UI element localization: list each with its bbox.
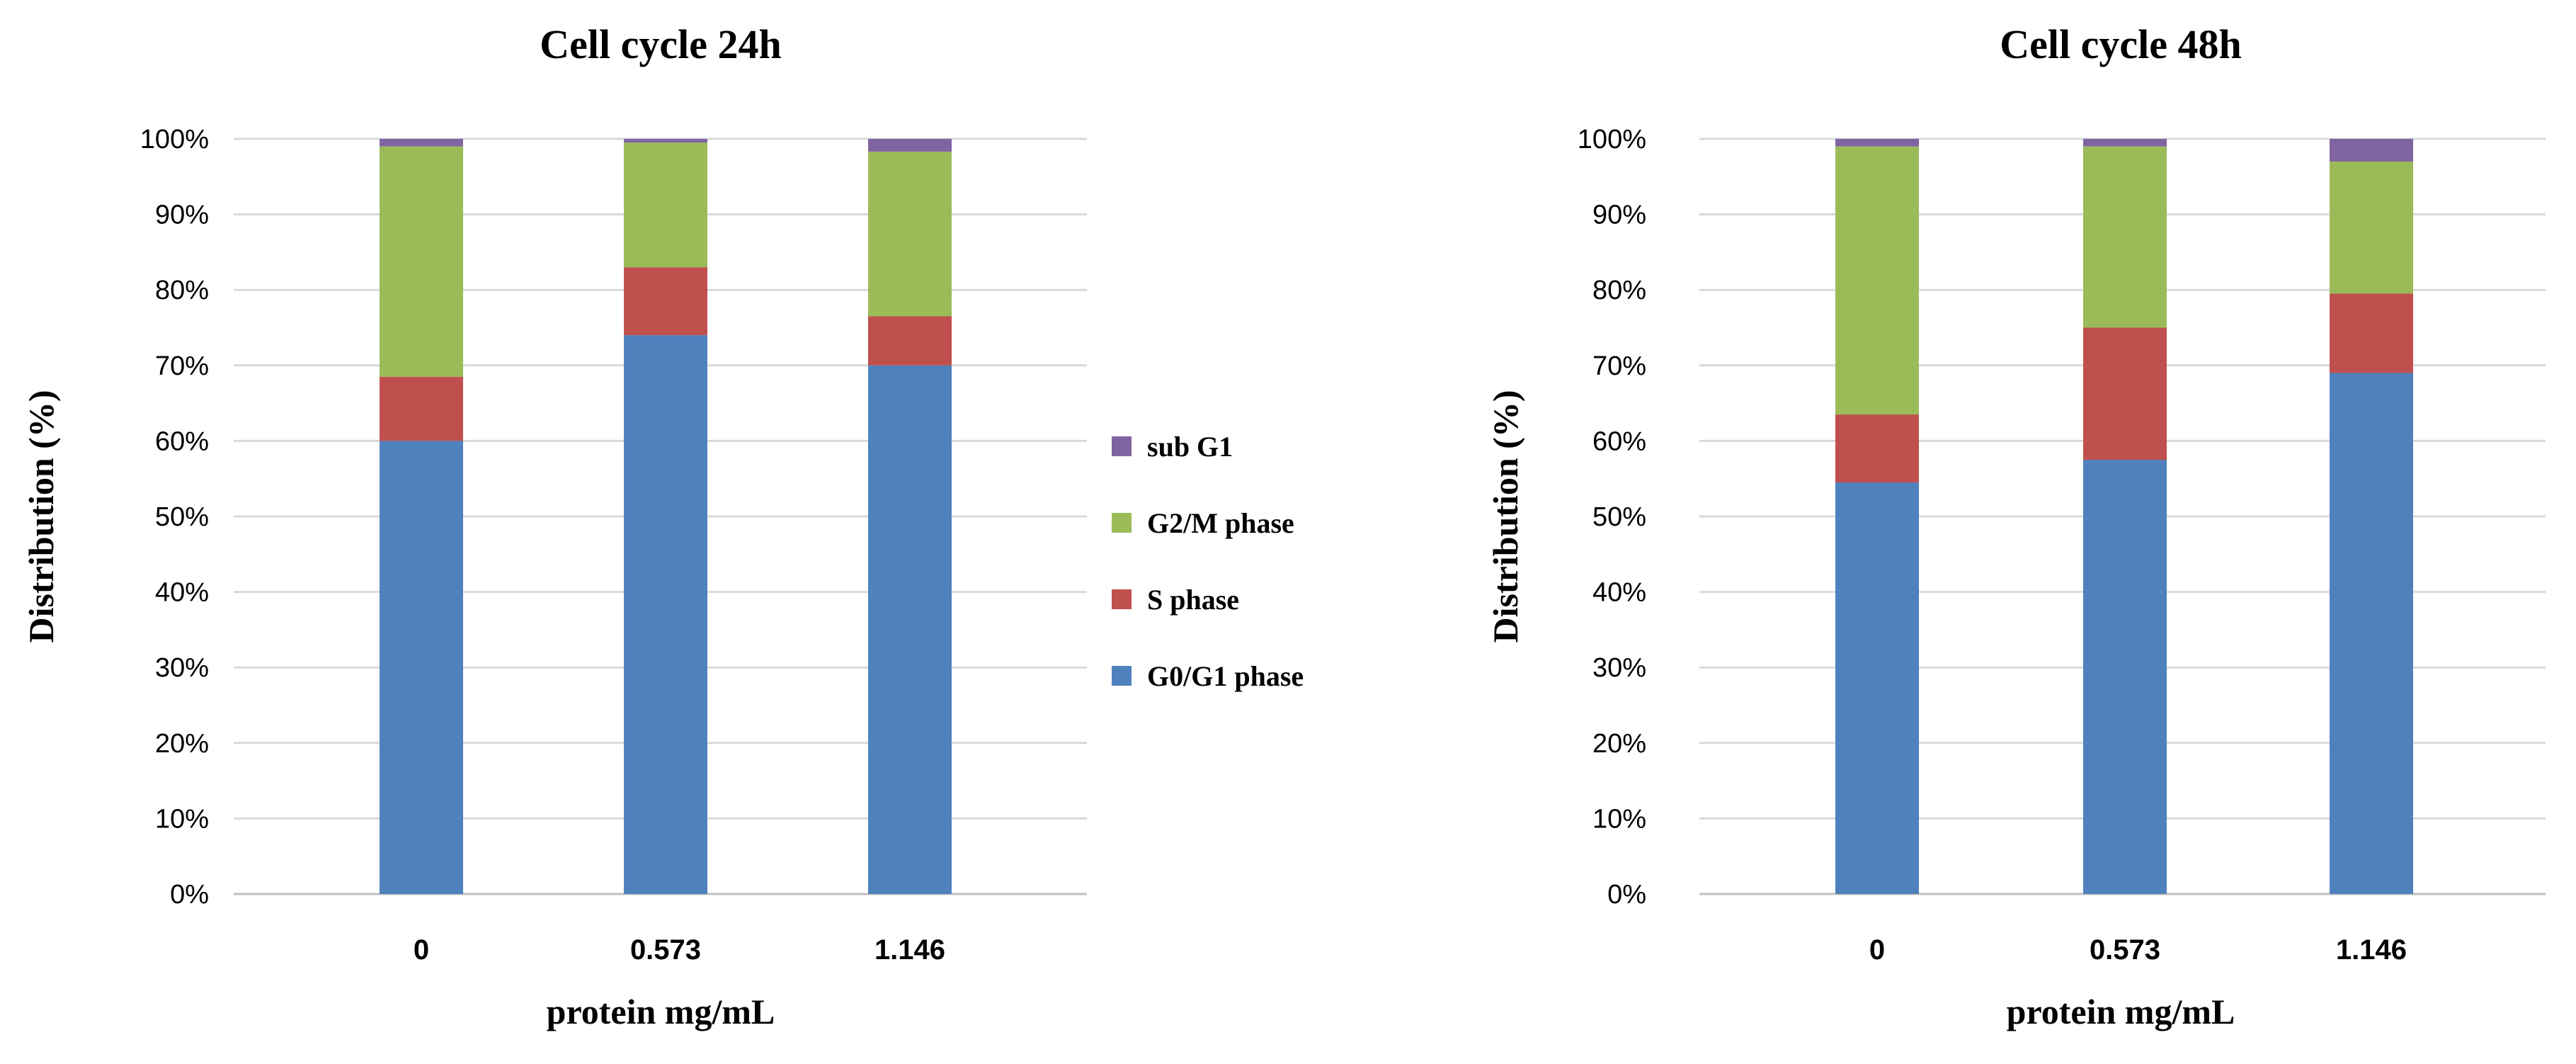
y-tick-label: 90% [1592,200,1646,230]
bar-segment-s-phase-0.573 [2083,327,2167,460]
x-axis-title: protein mg/mL [547,992,775,1031]
y-tick-label: 0% [170,880,209,910]
y-axis-title: Distribution (%) [21,390,61,643]
bar-segment-sub-g1-0.573 [624,139,707,143]
legend-label-s-phase: S phase [1147,584,1239,616]
y-tick-label: 90% [155,200,209,230]
legend-swatch-g2-m-phase [1112,513,1132,533]
y-tick-label: 30% [155,653,209,683]
y-tick-label: 80% [1592,276,1646,305]
bar-segment-sub-g1-0.573 [2083,139,2167,147]
legend-label-g0-g1-phase: G0/G1 phase [1147,660,1304,692]
bar-segment-g2-m-phase-1.146 [868,152,952,317]
x-tick-label: 0.573 [630,934,701,966]
y-tick-label: 80% [155,276,209,305]
y-tick-label: 20% [155,729,209,759]
chart-title: Cell cycle 48h [2000,21,2241,67]
y-tick-label: 70% [155,351,209,381]
legend-label-g2-m-phase: G2/M phase [1147,507,1294,539]
y-tick-label: 40% [1592,578,1646,608]
x-tick-label: 0 [414,934,429,966]
y-tick-label: 10% [1592,804,1646,834]
bar-segment-g2-m-phase-0.573 [624,142,707,268]
bar-segment-g2-m-phase-0 [380,146,463,377]
x-tick-label: 0 [1869,934,1885,966]
bar-segment-g0-g1-phase-0 [1835,482,1919,894]
legend-swatch-sub-g1 [1112,436,1132,456]
legend-label-sub-g1: sub G1 [1147,431,1233,463]
bar-segment-g0-g1-phase-0.573 [2083,460,2167,894]
y-tick-label: 100% [1578,125,1646,154]
y-tick-label: 60% [155,426,209,456]
y-tick-label: 50% [1592,502,1646,532]
chart-24h: Cell cycle 24h 0% 10% 20% 30% 40% 50% 60% 70% 80%… [21,21,1087,1031]
bar-segment-g2-m-phase-0 [1835,146,1919,415]
y-tick-label: 70% [1592,351,1646,381]
bar-segment-g0-g1-phase-0 [380,441,463,894]
bar-segment-g2-m-phase-1.146 [2330,161,2413,294]
bar-segment-s-phase-1.146 [868,316,952,366]
chart-48h: Cell cycle 48h 0% 10% 20% 30% 40% 50% 60% 70% 80%… [1486,21,2546,1031]
y-tick-label: 100% [140,125,209,154]
bar-segment-s-phase-1.146 [2330,293,2413,373]
bar-segment-g0-g1-phase-0.573 [624,335,707,894]
bar-segment-g0-g1-phase-1.146 [868,365,952,894]
bar-segment-sub-g1-1.146 [868,139,952,152]
y-tick-label: 50% [155,502,209,532]
y-tick-label: 60% [1592,426,1646,456]
bar-segment-g0-g1-phase-1.146 [2330,373,2413,894]
bar-segment-sub-g1-0 [380,139,463,147]
y-tick-label: 40% [155,578,209,608]
x-tick-label: 1.146 [2336,934,2407,966]
bar-segment-sub-g1-1.146 [2330,139,2413,162]
y-axis-title: Distribution (%) [1486,390,1525,643]
bar-segment-g2-m-phase-0.573 [2083,146,2167,328]
x-tick-label: 1.146 [874,934,945,966]
y-tick-label: 10% [155,804,209,834]
bar-segment-s-phase-0 [1835,414,1919,483]
bar-segment-s-phase-0.573 [624,267,707,336]
legend-swatch-s-phase [1112,589,1132,609]
bar-segment-s-phase-0 [380,376,463,441]
y-tick-label: 20% [1592,729,1646,759]
x-tick-label: 0.573 [2090,934,2160,966]
y-tick-label: 30% [1592,653,1646,683]
chart-title: Cell cycle 24h [540,21,781,67]
legend: sub G1 G2/M phase S phase G0/G1 phase [1112,431,1304,692]
legend-swatch-g0-g1-phase [1112,666,1132,686]
x-axis-title: protein mg/mL [2007,992,2235,1031]
y-tick-label: 0% [1607,880,1646,910]
bar-segment-sub-g1-0 [1835,139,1919,147]
